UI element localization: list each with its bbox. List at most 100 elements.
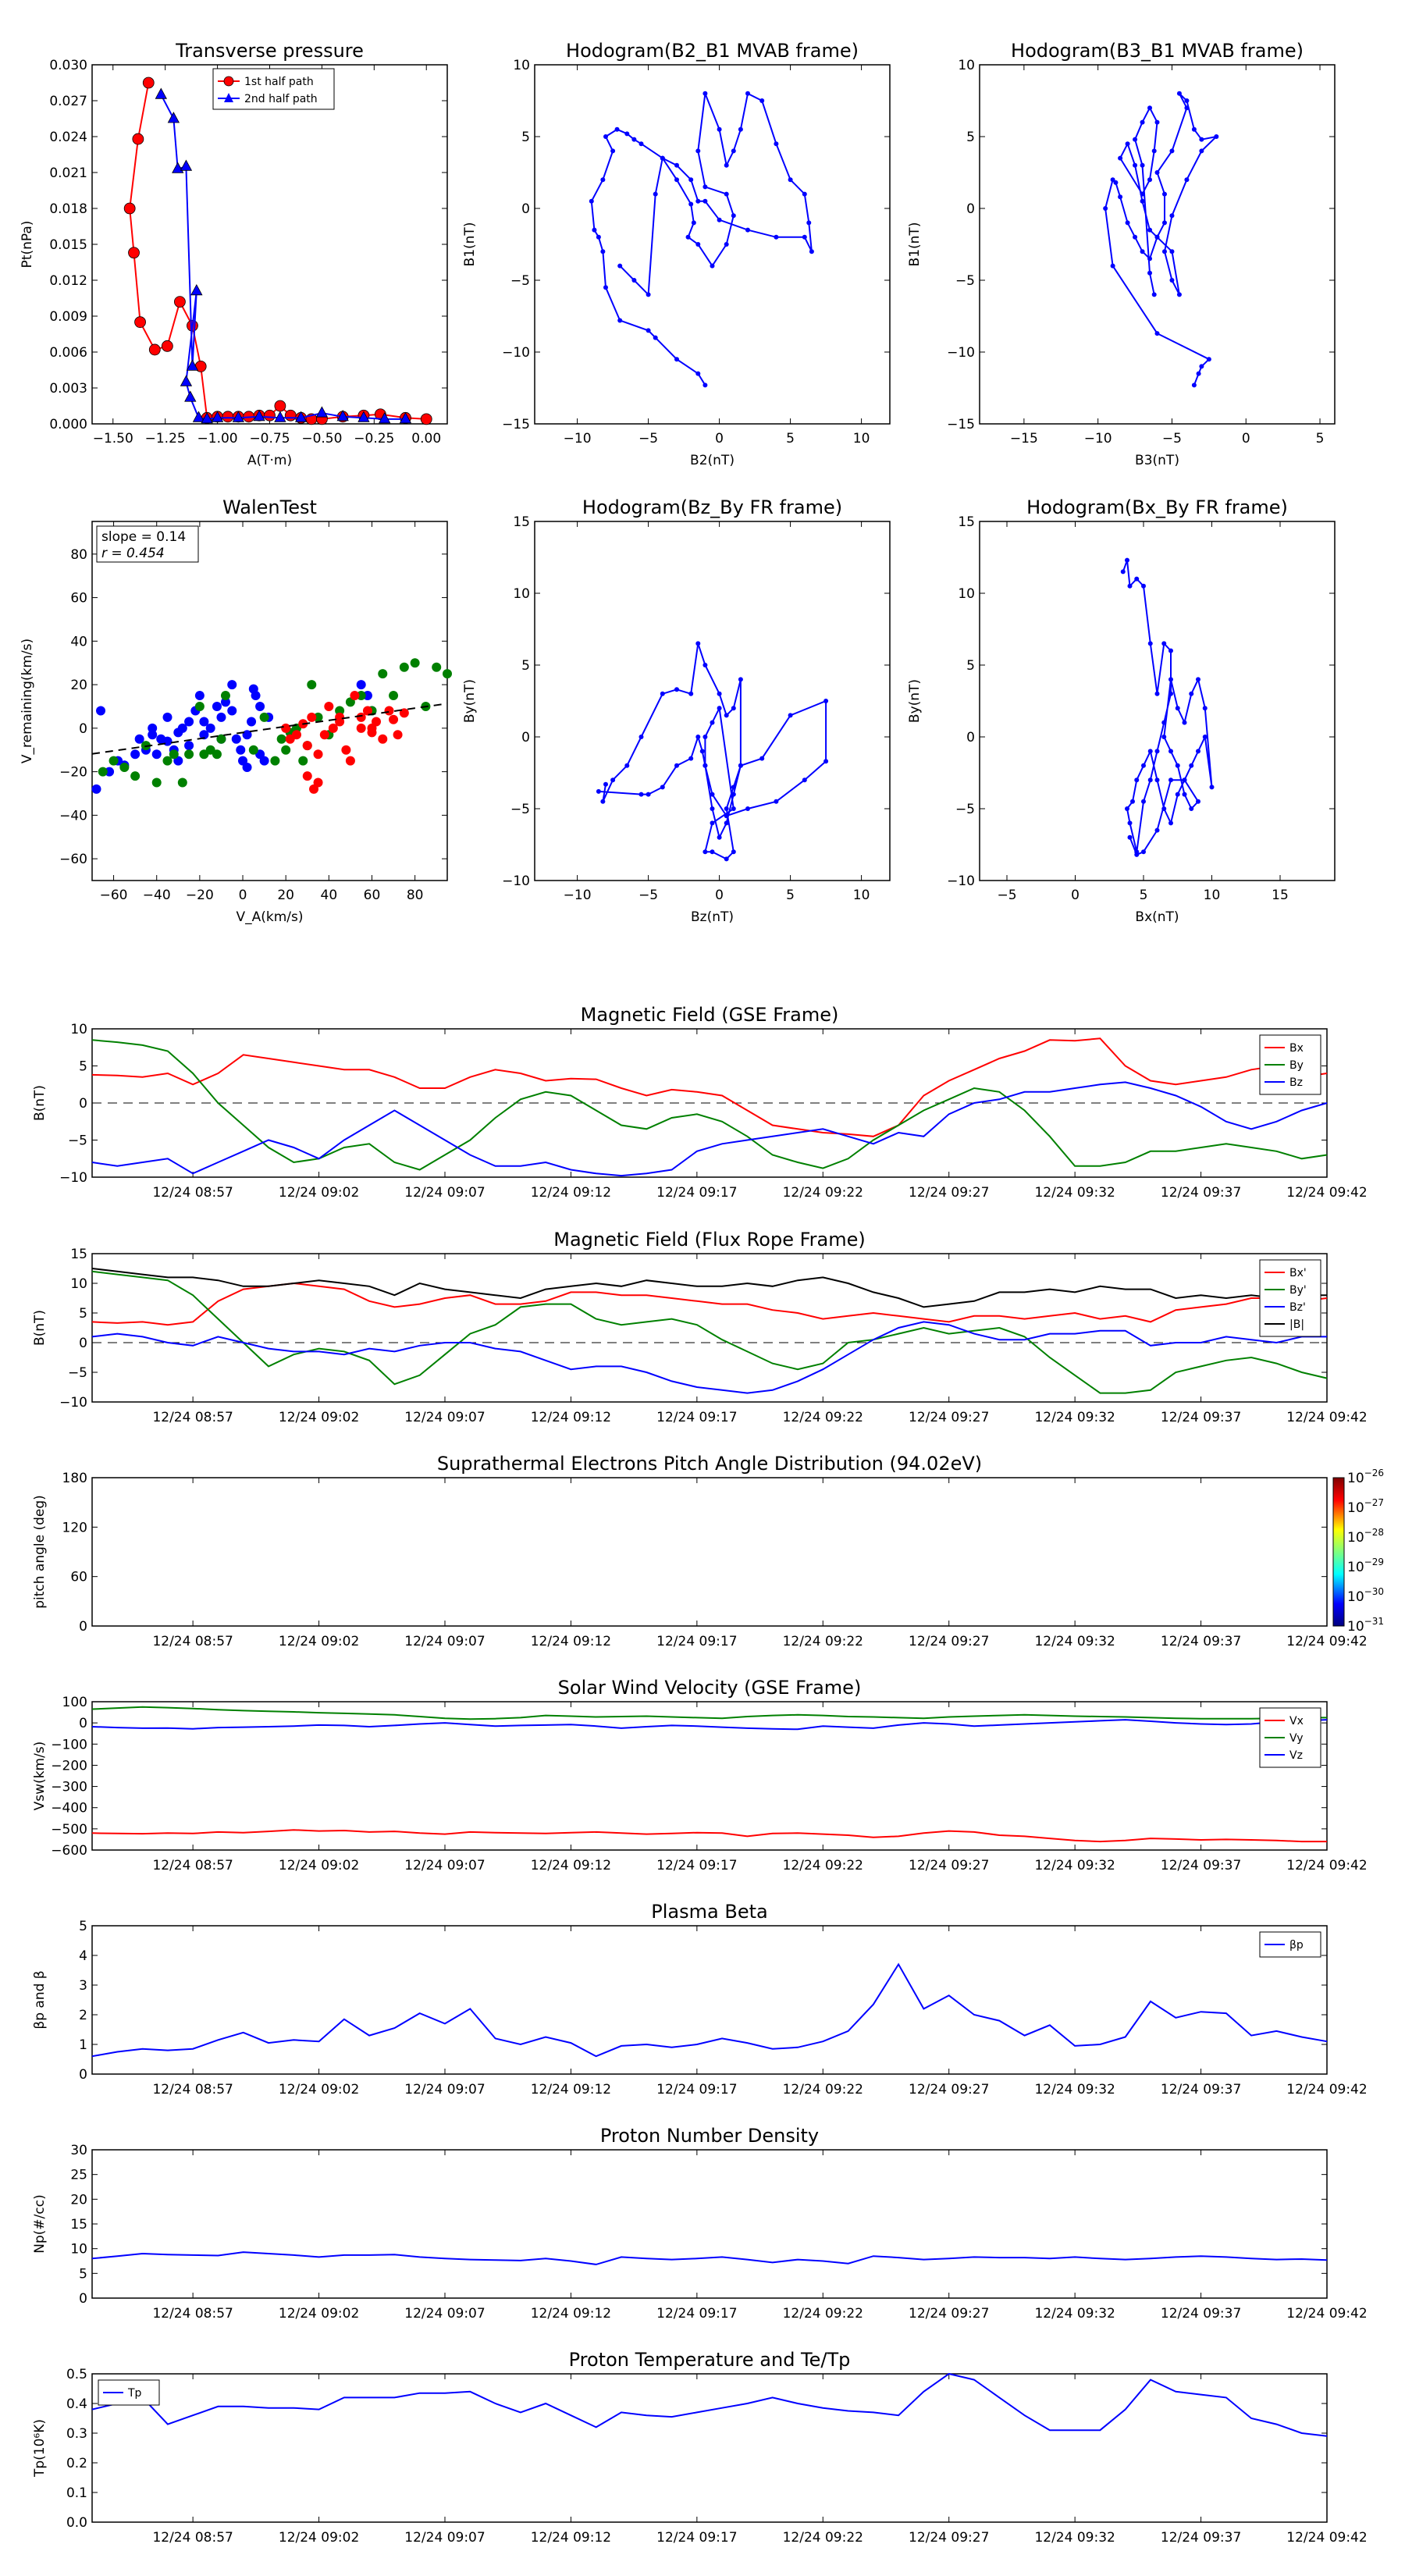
y-tick-label: 0.5 bbox=[66, 2367, 87, 2382]
x-tick-label: 12/24 09:02 bbox=[279, 1410, 359, 1425]
data-point bbox=[738, 126, 743, 132]
data-point bbox=[1120, 569, 1126, 575]
x-tick-label: −5 bbox=[1162, 431, 1182, 447]
data-point bbox=[384, 706, 394, 716]
y-tick-label: 20 bbox=[70, 2192, 87, 2208]
data-point bbox=[745, 227, 750, 233]
data-point bbox=[717, 834, 722, 840]
data-point bbox=[1127, 583, 1133, 589]
y-tick-label: 25 bbox=[70, 2168, 87, 2183]
data-point bbox=[1184, 105, 1190, 111]
data-point bbox=[759, 756, 765, 761]
y-tick-label: 0.027 bbox=[49, 94, 87, 109]
data-point bbox=[220, 697, 230, 707]
x-tick-label: 12/24 09:37 bbox=[1161, 2306, 1241, 2322]
x-tick-label: −5 bbox=[997, 888, 1016, 903]
x-tick-label: 12/24 09:12 bbox=[531, 1634, 611, 1649]
data-point bbox=[378, 734, 388, 744]
data-point bbox=[802, 234, 807, 240]
chart-title: Proton Number Density bbox=[600, 2125, 819, 2147]
y-axis-label: B1(nT) bbox=[462, 222, 478, 267]
data-point bbox=[710, 849, 715, 855]
x-tick-label: 12/24 09:12 bbox=[531, 2082, 611, 2097]
colorbar-tick-label: 10−26 bbox=[1347, 1468, 1384, 1486]
x-tick-label: 12/24 09:02 bbox=[279, 2530, 359, 2546]
x-tick-label: 20 bbox=[277, 888, 294, 903]
series-line bbox=[91, 1321, 1327, 1394]
legend-label: Vx bbox=[1289, 1715, 1304, 1727]
data-point bbox=[148, 730, 158, 740]
data-point bbox=[298, 756, 308, 766]
y-tick-label: 0.2 bbox=[66, 2456, 87, 2471]
data-point bbox=[660, 785, 665, 790]
data-point bbox=[410, 658, 420, 668]
data-point bbox=[731, 213, 736, 219]
colorbar-tick-label: 10−29 bbox=[1347, 1557, 1384, 1575]
data-point bbox=[710, 806, 715, 811]
x-tick-label: 12/24 09:17 bbox=[656, 1410, 737, 1425]
chart-title: Hodogram(B3_B1 MVAB frame) bbox=[1011, 40, 1304, 62]
x-tick-label: −5 bbox=[638, 888, 658, 903]
data-point bbox=[724, 242, 729, 247]
series-line bbox=[91, 1270, 1328, 1394]
data-point bbox=[1175, 792, 1180, 797]
y-tick-label: 80 bbox=[70, 547, 87, 563]
data-point bbox=[674, 177, 679, 183]
data-point bbox=[161, 340, 173, 352]
data-point bbox=[646, 292, 651, 297]
data-point bbox=[695, 148, 701, 154]
y-tick-label: −5 bbox=[510, 273, 530, 289]
data-point bbox=[378, 669, 388, 679]
data-point bbox=[717, 126, 722, 132]
data-point bbox=[702, 663, 708, 667]
y-tick-label: −15 bbox=[502, 417, 530, 432]
data-point bbox=[1125, 141, 1130, 147]
data-point bbox=[96, 706, 106, 716]
data-point bbox=[614, 126, 620, 132]
data-point bbox=[222, 411, 234, 423]
data-point bbox=[356, 712, 366, 722]
legend-box bbox=[212, 68, 335, 110]
x-tick-label: 0 bbox=[1071, 888, 1080, 903]
data-point bbox=[1161, 641, 1167, 646]
y-tick-label: −500 bbox=[51, 1822, 87, 1838]
data-point bbox=[788, 177, 793, 183]
legend-label: |B| bbox=[1289, 1318, 1304, 1331]
chart-np: Proton Number Density 0 5 10 15 20 25 30 Np(#/cc… bbox=[32, 2125, 1368, 2322]
data-point bbox=[162, 756, 173, 766]
data-point bbox=[105, 767, 115, 777]
x-tick-label: 12/24 08:57 bbox=[152, 2530, 233, 2546]
x-tick-label: 12/24 09:27 bbox=[909, 1410, 989, 1425]
data-point bbox=[91, 784, 101, 794]
data-point bbox=[1168, 820, 1173, 826]
y-tick-label: 5 bbox=[521, 130, 530, 145]
x-tick-label: 12/24 09:42 bbox=[1286, 1185, 1367, 1201]
x-tick-label: 12/24 08:57 bbox=[152, 1634, 233, 1649]
data-point bbox=[162, 712, 173, 722]
x-tick-label: −0.25 bbox=[354, 431, 394, 447]
data-point bbox=[1176, 91, 1182, 96]
data-point bbox=[184, 741, 194, 751]
data-point bbox=[190, 283, 203, 296]
data-point bbox=[420, 413, 432, 425]
data-point bbox=[1147, 256, 1153, 262]
data-point bbox=[724, 856, 729, 862]
y-tick-label: 0.4 bbox=[66, 2396, 87, 2412]
data-point bbox=[1196, 749, 1200, 754]
plot-frame bbox=[91, 521, 448, 881]
y-tick-label: −10 bbox=[502, 873, 530, 889]
y-tick-label: 10 bbox=[70, 1276, 87, 1292]
data-point bbox=[1147, 105, 1153, 111]
data-point bbox=[638, 792, 644, 797]
x-tick-label: 12/24 09:42 bbox=[1286, 2306, 1367, 2322]
data-point bbox=[603, 781, 608, 787]
data-point bbox=[724, 806, 729, 811]
y-tick-label: −5 bbox=[955, 273, 975, 289]
x-tick-label: 12/24 09:12 bbox=[531, 1858, 611, 1873]
series-line bbox=[91, 1037, 1328, 1137]
data-point bbox=[1184, 98, 1190, 103]
data-point bbox=[302, 771, 312, 781]
data-point bbox=[220, 691, 230, 701]
chart-title: WalenTest bbox=[222, 496, 317, 518]
data-point bbox=[774, 799, 779, 804]
